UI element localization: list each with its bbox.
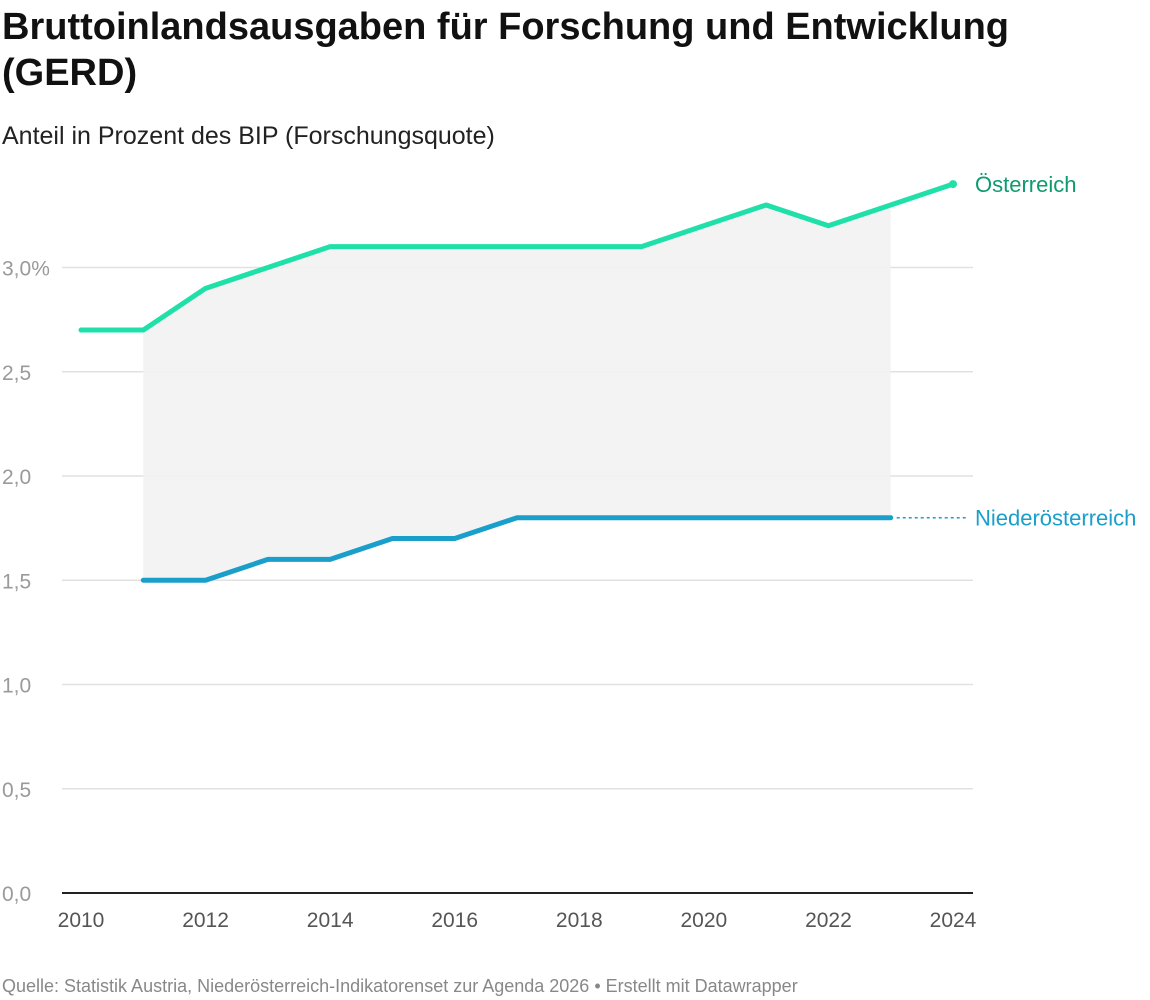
y-tick-label: 1,5 (2, 570, 31, 593)
source-note: Quelle: Statistik Austria, Niederösterre… (2, 976, 798, 996)
x-tick-label: 2022 (805, 909, 852, 932)
line-chart: 0,00,51,01,52,02,53,0% 2010 2012 2014 2016 2… (2, 172, 1136, 932)
x-tick-label: 2016 (431, 909, 478, 932)
x-tick-label: 2012 (182, 909, 229, 932)
series-line (78, 181, 956, 333)
y-tick-label: 3,0% (2, 258, 50, 281)
series-label: Niederösterreich (975, 506, 1136, 531)
x-tick-label: 2024 (930, 909, 977, 932)
x-tick-label: 2020 (680, 909, 727, 932)
x-tick-label: 2014 (307, 909, 354, 932)
x-axis-ticks: 2010 2012 2014 2016 2018 2020 2022 2024 (58, 909, 977, 932)
y-tick-label: 0,0 (2, 883, 31, 906)
x-tick-label: 2018 (556, 909, 603, 932)
x-tick-label: 2010 (58, 909, 105, 932)
series-line (140, 515, 894, 583)
series-labels: Österreich Niederösterreich (896, 172, 1136, 531)
series-end-marker (949, 180, 957, 189)
y-tick-label: 0,5 (2, 779, 31, 802)
series-label: Österreich (975, 172, 1076, 197)
chart-title: Bruttoinlandsausgaben für Forschung und … (2, 6, 1009, 94)
range-area-shape (143, 204, 891, 581)
y-axis-ticks: 0,0 0,5 1,0 1,5 2,0 2,5 3,0% (2, 258, 50, 907)
series-lines (78, 180, 957, 583)
range-area (143, 204, 891, 581)
chart-subtitle: Anteil in Prozent des BIP (Forschungsquo… (2, 122, 495, 150)
y-tick-label: 2,5 (2, 362, 31, 385)
y-tick-label: 2,0 (2, 466, 31, 489)
y-tick-label: 1,0 (2, 675, 31, 698)
